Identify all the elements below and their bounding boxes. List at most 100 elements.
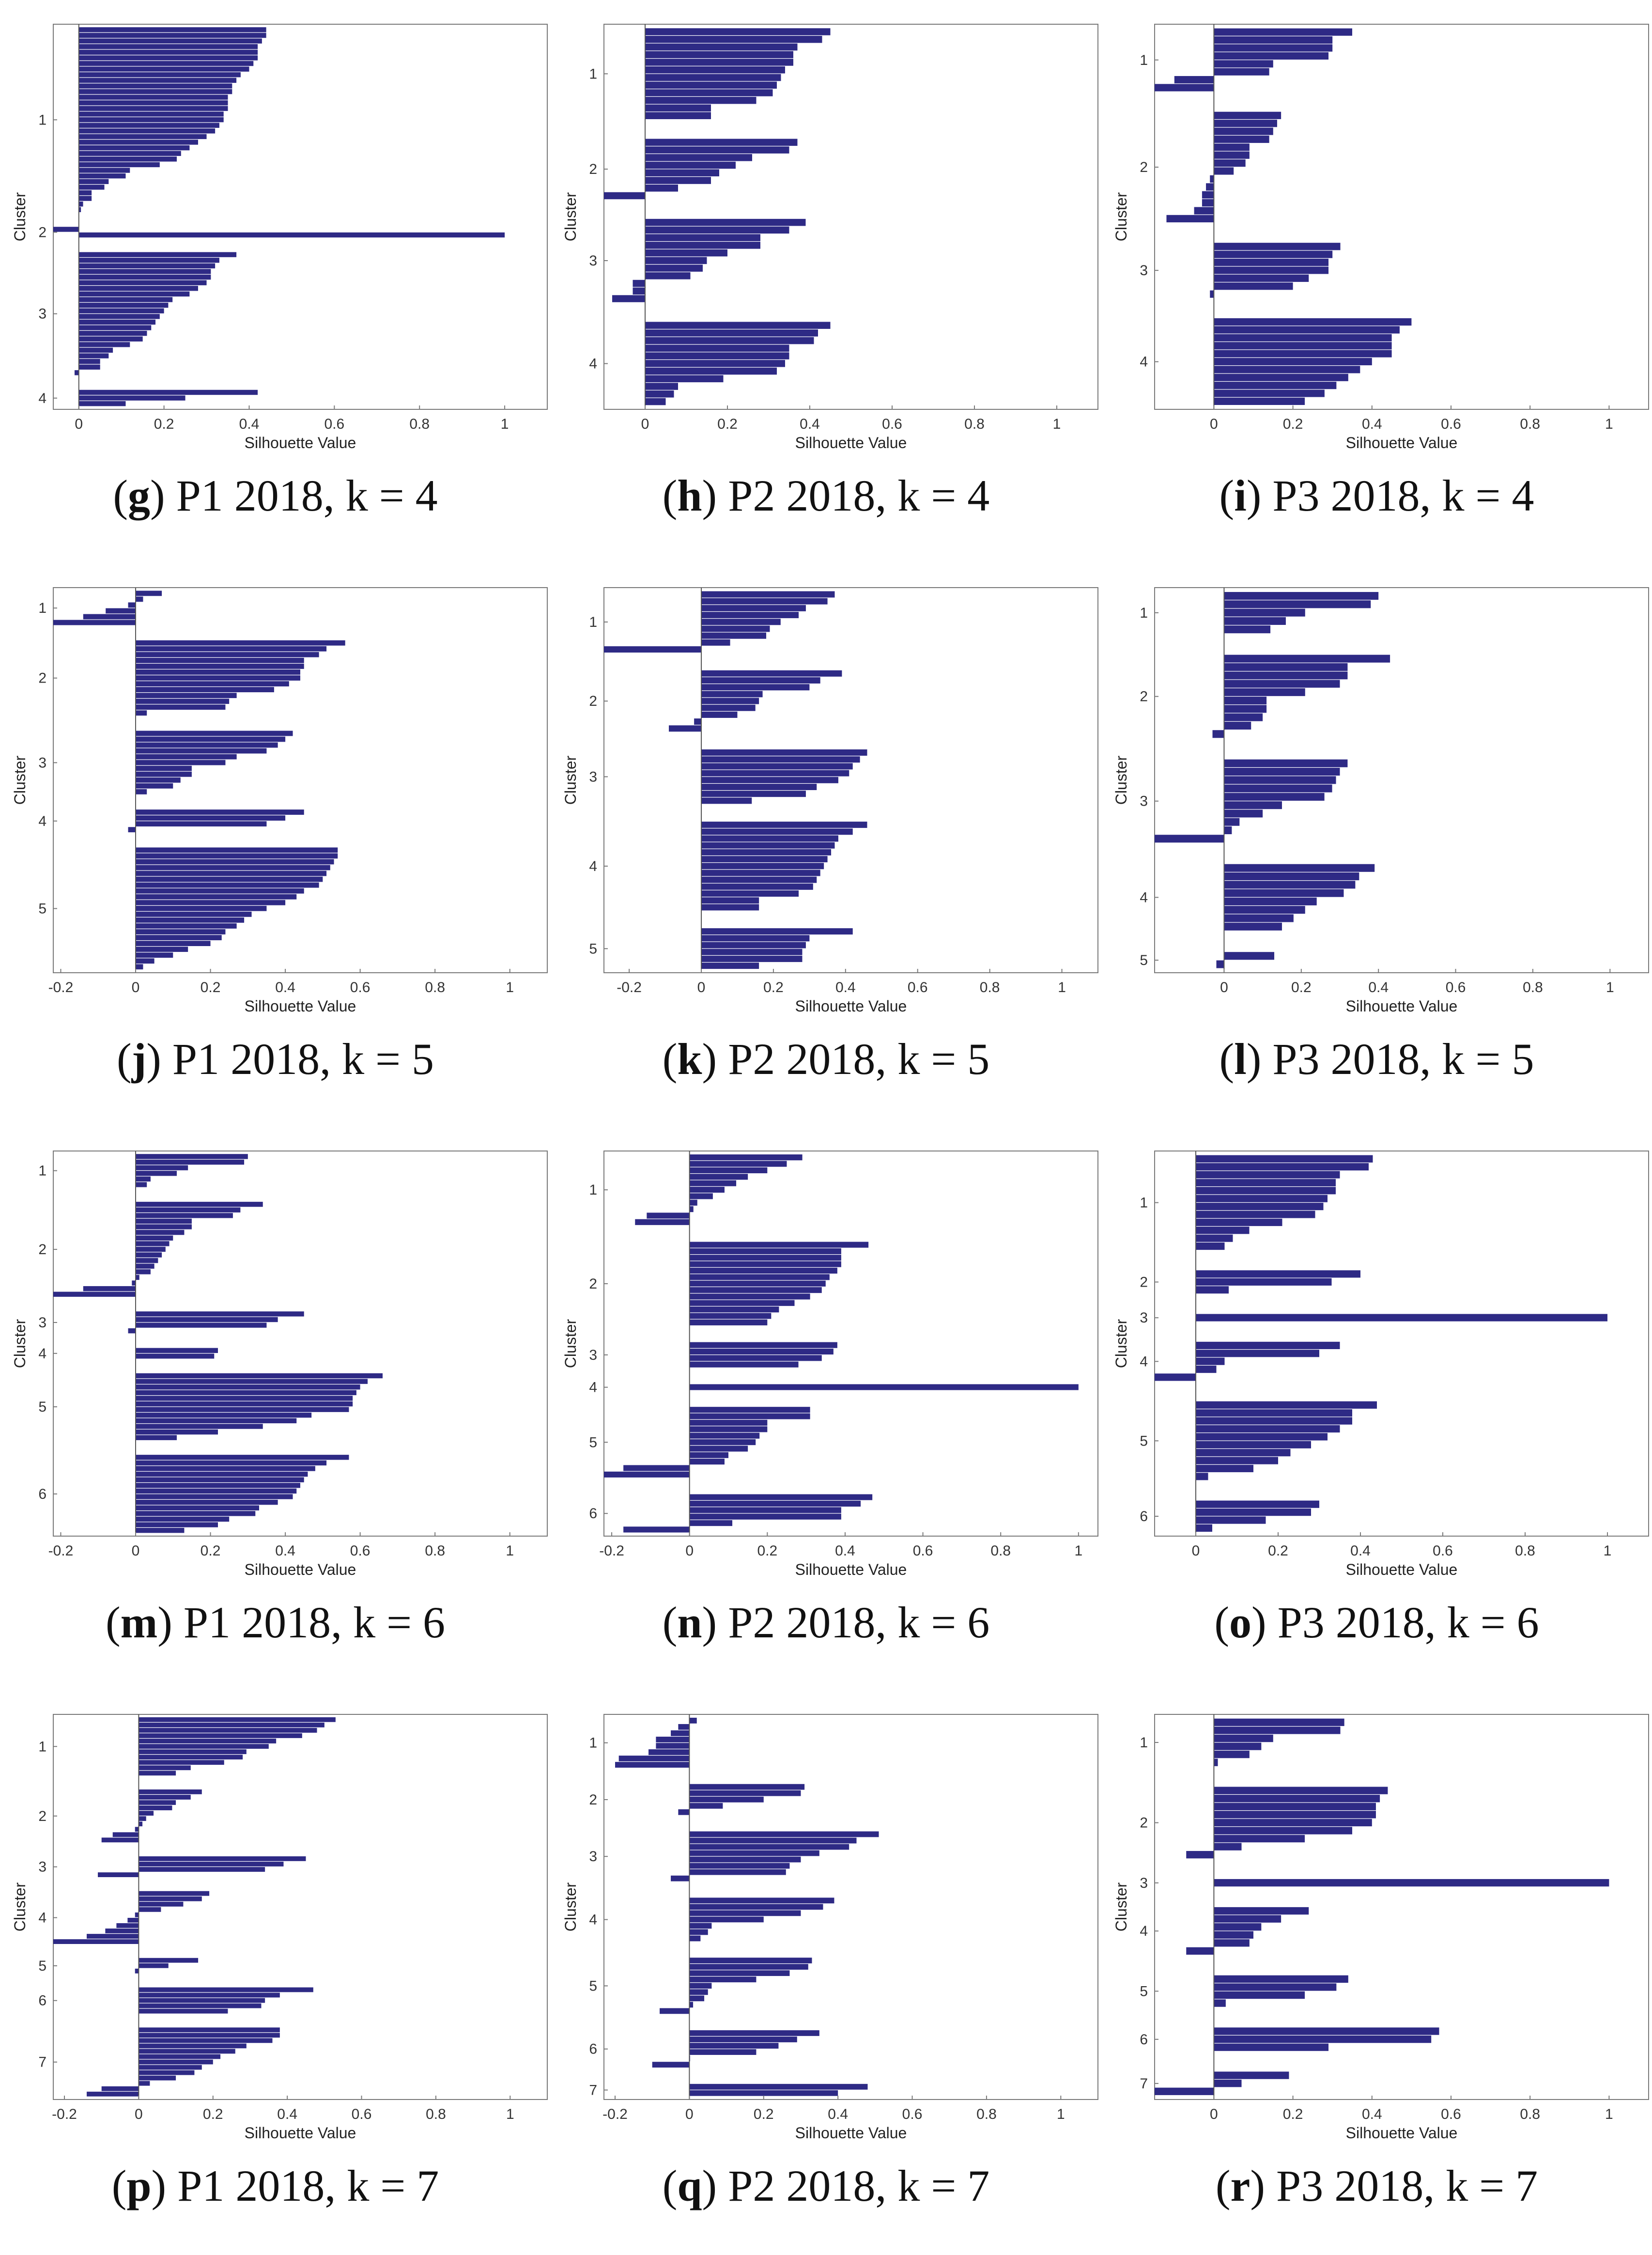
caption-letter: q	[677, 2161, 702, 2210]
x-tick-label: 0	[1192, 1543, 1200, 1559]
silhouette-chart-k: 1 2 3 4 5 -0.2 0 0.2 0.4 0.6 0.8 1 Silhouette Value C…	[562, 587, 1098, 1015]
bar-cluster-6-4	[689, 1513, 841, 1520]
bar-cluster-3-1	[139, 1856, 306, 1861]
x-tick-label: 0.4	[277, 2106, 297, 2122]
bar-cluster-4-5	[1155, 1373, 1196, 1381]
bar-cluster-3-1	[689, 1342, 837, 1348]
silhouette-chart-l: 1 2 3 4 5 0 0.2 0.4 0.6 0.8 1 Silhouette Value Clust…	[1112, 587, 1649, 1015]
bar-cluster-1-21	[78, 140, 198, 145]
bar-cluster-7-1	[139, 2027, 280, 2033]
bar-cluster-3-1	[136, 1311, 304, 1317]
bar-cluster-1-32	[78, 201, 83, 207]
bar-cluster-5-2	[136, 1379, 368, 1384]
bar-cluster-4-3	[1196, 1357, 1225, 1365]
bar-cluster-4-2	[136, 1353, 215, 1359]
axes-frame	[1154, 1714, 1649, 2100]
bar-cluster-2-14	[1166, 215, 1214, 222]
bar-cluster-4-1	[1196, 1341, 1340, 1349]
bar-cluster-6-2	[689, 1500, 861, 1507]
bar-cluster-3-12	[78, 314, 160, 319]
x-tick-label: 0.2	[1283, 2106, 1303, 2122]
x-tick-label: 0.4	[1362, 416, 1382, 432]
bar-cluster-1-7	[645, 74, 781, 81]
bar-cluster-4-1	[139, 1891, 210, 1896]
axes-frame	[603, 1714, 1098, 2100]
x-tick-label: -0.2	[599, 1543, 624, 1559]
bar-cluster-3-5	[78, 274, 211, 280]
bar-cluster-1-1	[701, 591, 835, 598]
silhouette-chart-p: 1 2 3 4 5 6 7 -0.2 0 0.2 0.4 0.6 0.8 1 Silhouette Valu…	[11, 1714, 548, 2142]
x-tick-label: 0.4	[1350, 1543, 1371, 1559]
caption-letter: i	[1234, 471, 1247, 520]
bar-cluster-1-8	[78, 66, 249, 72]
bar-cluster-3-1	[701, 749, 867, 756]
y-tick-label-cluster-5: 5	[38, 1958, 46, 1974]
y-tick-label-cluster-2: 2	[38, 1808, 46, 1824]
bar-cluster-2-7	[1214, 1835, 1305, 1843]
bar-cluster-3-3	[689, 1355, 822, 1361]
bar-cluster-5-9	[136, 1418, 297, 1424]
y-axis-label: Cluster	[1112, 192, 1130, 241]
caption-text: P2 2018, k = 7	[717, 2161, 990, 2210]
x-tick-label: 0.6	[324, 416, 344, 432]
y-tick-label-cluster-6: 6	[38, 1993, 46, 2009]
bar-cluster-5-3	[136, 1384, 360, 1390]
bar-cluster-1-9	[78, 72, 241, 78]
bar-cluster-4-2	[1214, 326, 1400, 334]
bar-cluster-1-26	[78, 168, 130, 173]
x-tick-label: 0.8	[1515, 1543, 1535, 1559]
y-tick-label-cluster-4: 4	[38, 813, 46, 829]
y-tick-label-cluster-2: 2	[589, 693, 597, 709]
y-tick-label-cluster-4: 4	[1140, 1923, 1148, 1939]
y-tick-label-cluster-3: 3	[589, 253, 597, 269]
caption-letter: j	[131, 1034, 147, 1084]
bar-cluster-1-6	[648, 1749, 690, 1755]
y-axis-label: Cluster	[562, 1319, 579, 1368]
x-tick-label: 1	[1605, 2106, 1613, 2122]
bar-cluster-2-4	[689, 1261, 841, 1267]
bar-cluster-5-6	[689, 1989, 708, 1995]
x-tick-label: 0.2	[201, 1543, 221, 1559]
x-tick-label: 0	[697, 980, 706, 995]
bar-cluster-4-3	[645, 337, 814, 344]
bar-cluster-1-28	[78, 179, 109, 184]
bar-cluster-7-3	[1155, 2087, 1214, 2095]
bar-cluster-1-1	[689, 1154, 803, 1161]
x-tick-label: 0.2	[1291, 980, 1312, 995]
chart-panel-n: 1 2 3 4 5 6 -0.2 0 0.2 0.4 0.6 0.8 1 Silhouette Value…	[551, 1127, 1101, 1690]
bar-cluster-3-5	[689, 1856, 801, 1863]
bar-cluster-1-3	[1224, 608, 1305, 617]
x-tick-label: 0.2	[754, 2106, 774, 2122]
x-axis-label: Silhouette Value	[245, 2124, 356, 2142]
bar-cluster-3-4	[78, 269, 211, 274]
x-tick-label: 1	[1058, 980, 1066, 995]
bar-cluster-3-2	[689, 1348, 834, 1355]
bar-cluster-3-8	[645, 272, 691, 280]
bar-cluster-2-10	[101, 1837, 139, 1843]
bar-cluster-2-1	[53, 227, 79, 232]
bar-cluster-4-8	[1224, 922, 1282, 931]
bar-cluster-2-2	[136, 646, 327, 652]
bar-cluster-3-4	[701, 770, 849, 777]
bar-cluster-3-8	[1224, 818, 1240, 826]
x-tick-label: 0	[641, 416, 649, 432]
bar-cluster-1-1	[136, 1154, 248, 1159]
bar-cluster-4-4	[1214, 342, 1392, 350]
bar-cluster-1-6	[136, 1182, 147, 1187]
y-tick-label-cluster-1: 1	[1140, 52, 1148, 68]
bar-cluster-1-18	[78, 123, 219, 128]
bar-cluster-5-11	[136, 905, 267, 911]
bar-cluster-2-1	[136, 1201, 263, 1207]
bar-cluster-2-4	[139, 1805, 172, 1810]
bar-cluster-1-6	[139, 1744, 269, 1749]
bar-cluster-3-1	[136, 731, 293, 736]
bar-cluster-2-9	[1210, 175, 1214, 183]
bar-cluster-2-1	[645, 139, 798, 146]
bar-cluster-2-5	[1214, 1819, 1372, 1827]
bar-cluster-1-31	[78, 196, 92, 201]
y-tick-label-cluster-3: 3	[1140, 1875, 1148, 1891]
chart-caption: (m) P1 2018, k = 6	[106, 1598, 445, 1647]
bar-cluster-5-20	[136, 958, 154, 964]
bar-cluster-4-4	[689, 1916, 764, 1923]
y-axis-label: Cluster	[562, 192, 579, 241]
